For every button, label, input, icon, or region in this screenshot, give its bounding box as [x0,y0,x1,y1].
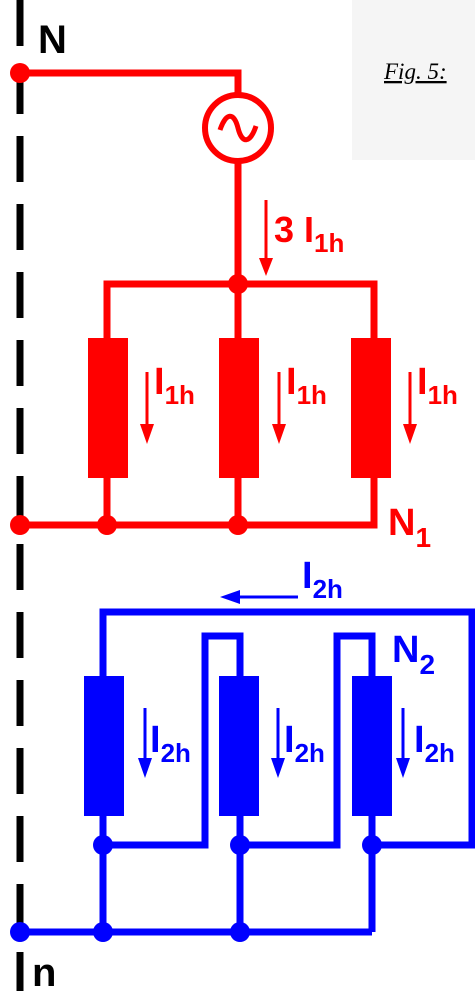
load-2-current-arrowhead [272,424,286,444]
junction-dot [228,515,248,535]
figure-caption: Fig. 5: [383,59,447,84]
winding-2-current-label: I2h [284,719,325,768]
junction-dot [228,274,248,294]
load-1-current-label: I1h [154,361,195,410]
winding-1-current-arrowhead [138,758,152,778]
secondary-winding-1 [84,676,124,816]
node-1-label: N1 [388,502,431,553]
junction-dot [97,515,117,535]
winding-1-current-label: I2h [150,719,191,768]
return-current-arrowhead [220,590,240,604]
winding-2-current-arrowhead [271,758,285,778]
load-2-current-label: I1h [286,361,327,410]
caption-background [352,0,475,160]
return-current-label: I2h [302,555,343,604]
primary-load-2 [219,338,259,478]
junction-dot [10,922,30,942]
winding-3-current-arrowhead [396,758,410,778]
winding-3-current-label: I2h [414,719,455,768]
junction-dot [93,835,113,855]
primary-top-wire [20,69,242,97]
junction-dot [10,515,30,535]
neutral-bottom-label: n [32,951,56,991]
junction-dot [10,63,30,83]
source-current-label: 3 I1h [274,209,344,258]
source-current-arrowhead [259,258,273,276]
junction-dot [362,835,382,855]
junction-dot [93,922,113,942]
sine-wave-icon [217,113,259,143]
junction-dot [230,835,250,855]
primary-bottom-bus [20,478,378,529]
junction-dot [230,922,250,942]
secondary-winding-3 [352,676,392,816]
neutral-top-label: N [38,18,67,62]
primary-load-1 [88,338,128,478]
node-2-label: N2 [392,629,435,680]
secondary-winding-2 [219,676,259,816]
secondary-outer-loop [99,608,475,849]
load-1-current-arrowhead [140,424,154,444]
load-3-current-label: I1h [417,361,458,410]
secondary-circuit: I2h I2h I2h I2h N2 [10,555,475,942]
load-3-current-arrowhead [403,424,417,444]
primary-circuit: 3 I1h I1h I1h I1h N1 [10,63,458,553]
primary-load-3 [351,338,391,478]
